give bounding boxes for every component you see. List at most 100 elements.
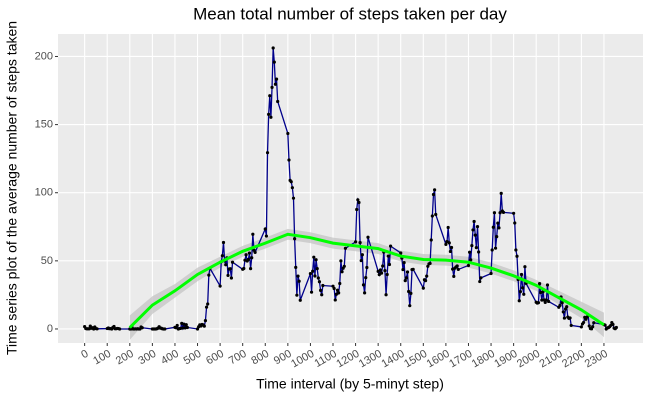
data-point bbox=[401, 267, 405, 272]
data-point bbox=[386, 254, 390, 258]
data-point bbox=[308, 272, 313, 276]
data-point bbox=[342, 264, 346, 268]
x-tick-label: 200 bbox=[114, 348, 136, 368]
data-point bbox=[207, 273, 211, 277]
data-point bbox=[582, 320, 586, 325]
data-point bbox=[358, 240, 362, 245]
data-point bbox=[364, 276, 368, 280]
data-point bbox=[267, 112, 271, 116]
data-point bbox=[140, 326, 144, 330]
data-point bbox=[296, 274, 300, 278]
data-point bbox=[411, 267, 415, 271]
data-point bbox=[425, 274, 429, 278]
data-point bbox=[477, 250, 481, 254]
data-point bbox=[224, 263, 228, 267]
data-point bbox=[513, 221, 517, 225]
data-point bbox=[316, 276, 320, 280]
x-tick-label: 800 bbox=[249, 348, 271, 368]
data-point bbox=[478, 279, 482, 284]
x-tick-label: 2300 bbox=[583, 348, 610, 371]
data-point bbox=[360, 253, 364, 257]
data-point bbox=[537, 281, 542, 286]
data-point bbox=[291, 196, 296, 200]
data-point bbox=[289, 180, 293, 184]
data-point bbox=[489, 271, 493, 276]
data-point bbox=[495, 234, 499, 239]
data-point bbox=[518, 290, 523, 294]
x-axis-title: Time interval (by 5-minyt step) bbox=[256, 376, 444, 392]
data-point bbox=[313, 274, 317, 278]
data-point bbox=[293, 237, 297, 241]
y-tick-label: 200 bbox=[35, 50, 53, 62]
data-point bbox=[297, 279, 301, 283]
data-point bbox=[475, 225, 480, 229]
y-tick-label: 50 bbox=[41, 255, 53, 267]
data-point bbox=[611, 322, 615, 327]
data-point bbox=[447, 241, 451, 245]
data-point bbox=[229, 276, 234, 280]
data-point bbox=[363, 291, 367, 295]
data-point bbox=[381, 264, 385, 268]
data-point bbox=[399, 251, 403, 255]
data-point bbox=[388, 244, 393, 248]
data-point bbox=[359, 258, 363, 263]
x-tick-label: 300 bbox=[136, 348, 158, 368]
data-point bbox=[220, 254, 224, 258]
data-point bbox=[295, 293, 299, 297]
data-point bbox=[430, 214, 434, 218]
data-point bbox=[426, 264, 430, 268]
data-point bbox=[318, 288, 323, 293]
data-point bbox=[561, 310, 565, 314]
data-point bbox=[560, 301, 564, 305]
data-point bbox=[264, 234, 268, 238]
data-point bbox=[218, 284, 222, 288]
x-tick-label: 700 bbox=[227, 348, 249, 368]
data-point bbox=[479, 276, 483, 280]
data-point bbox=[515, 254, 519, 258]
data-point bbox=[467, 250, 472, 254]
data-point bbox=[409, 291, 413, 296]
data-point bbox=[383, 269, 387, 273]
data-point bbox=[490, 248, 494, 252]
y-axis-title: Time series plot of the average number o… bbox=[4, 21, 20, 355]
data-point bbox=[470, 243, 474, 248]
x-tick-label: 900 bbox=[272, 348, 294, 368]
data-point bbox=[544, 298, 548, 302]
data-point bbox=[433, 188, 437, 192]
data-point bbox=[361, 283, 366, 287]
data-point bbox=[269, 115, 273, 119]
data-point bbox=[251, 232, 255, 236]
data-point bbox=[263, 227, 267, 231]
data-point bbox=[298, 298, 302, 302]
data-point bbox=[542, 298, 546, 302]
data-point bbox=[579, 325, 583, 329]
data-point bbox=[294, 265, 298, 269]
data-point bbox=[407, 289, 411, 294]
data-point bbox=[340, 270, 344, 274]
data-point bbox=[315, 267, 319, 271]
data-point bbox=[271, 46, 275, 50]
data-point bbox=[501, 210, 506, 214]
data-point bbox=[377, 273, 381, 277]
data-point bbox=[272, 60, 276, 64]
data-point bbox=[455, 264, 459, 268]
data-point bbox=[247, 251, 252, 255]
x-tick-label: 0 bbox=[79, 348, 90, 361]
data-point bbox=[446, 225, 450, 230]
data-point bbox=[449, 245, 454, 250]
x-tick-label: 100 bbox=[91, 348, 113, 368]
data-point bbox=[185, 325, 189, 330]
data-point bbox=[404, 276, 408, 280]
data-point bbox=[274, 77, 279, 81]
data-point bbox=[517, 299, 521, 303]
data-point bbox=[592, 321, 596, 325]
data-point bbox=[273, 82, 278, 86]
data-point bbox=[270, 85, 274, 90]
y-tick-label: 0 bbox=[47, 323, 53, 335]
data-point bbox=[519, 272, 524, 277]
data-point bbox=[496, 221, 500, 225]
data-point bbox=[338, 281, 342, 286]
data-point bbox=[565, 305, 569, 309]
data-point bbox=[434, 212, 438, 217]
